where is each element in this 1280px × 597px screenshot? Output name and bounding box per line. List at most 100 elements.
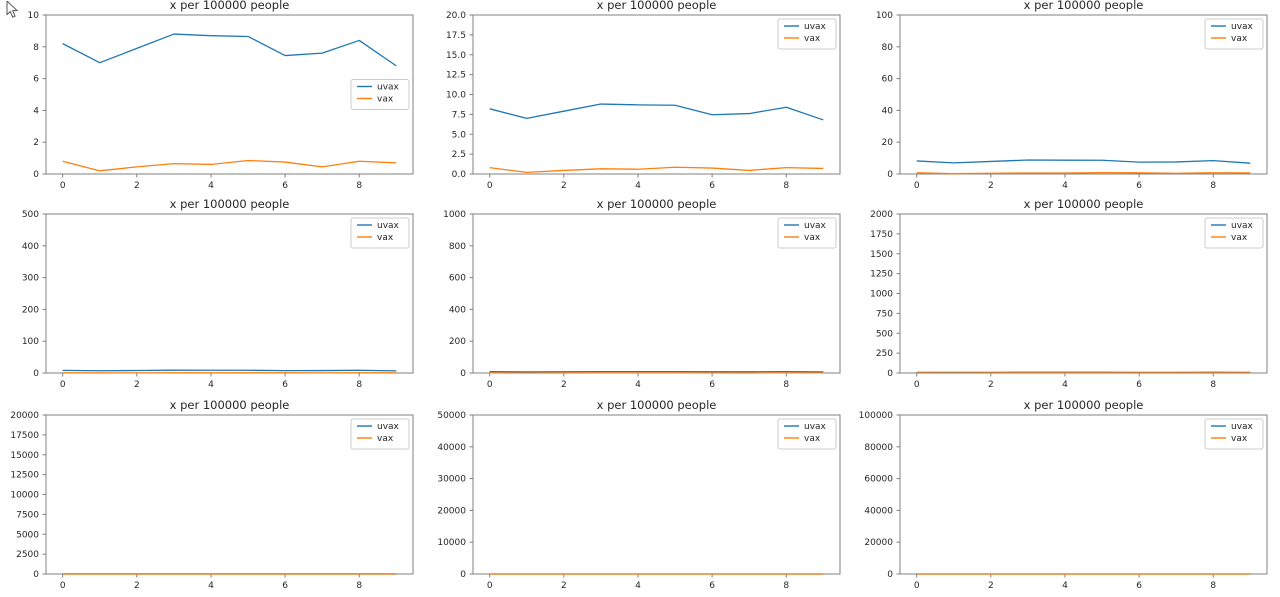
y-tick-label: 10.0	[446, 91, 466, 101]
legend-label-vax: vax	[804, 34, 821, 44]
legend-label-uvax: uvax	[804, 422, 827, 432]
y-tick-label: 20	[882, 138, 894, 148]
legend-label-vax: vax	[377, 434, 394, 444]
y-tick-label: 2	[33, 138, 39, 148]
y-tick-label: 0	[887, 570, 893, 580]
y-tick-label: 40000	[864, 506, 893, 516]
x-tick-label: 2	[134, 581, 140, 591]
y-tick-label: 60	[882, 75, 894, 85]
series-line-uvax	[62, 33, 397, 67]
y-tick-label: 750	[876, 309, 893, 319]
axes-frame	[45, 14, 414, 175]
legend-label-vax: vax	[377, 233, 394, 243]
y-tick-label: 20000	[10, 411, 39, 421]
legend-label-vax: vax	[377, 95, 394, 105]
y-tick-label: 7500	[16, 510, 39, 520]
y-tick-label: 20000	[864, 538, 893, 548]
x-tick-label: 6	[1136, 181, 1142, 191]
y-tick-label: 1000	[870, 290, 893, 300]
x-tick-label: 2	[988, 581, 994, 591]
axes-frame	[899, 14, 1268, 175]
y-tick-label: 60000	[864, 475, 893, 485]
x-tick-label: 8	[356, 581, 362, 591]
x-tick-label: 6	[282, 380, 288, 390]
legend-label-uvax: uvax	[804, 221, 827, 231]
y-tick-label: 6	[33, 75, 39, 85]
legend-label-uvax: uvax	[1231, 422, 1254, 432]
y-tick-label: 0	[887, 369, 893, 379]
y-tick-label: 30000	[437, 475, 466, 485]
y-tick-label: 0	[460, 570, 466, 580]
legend-label-uvax: uvax	[377, 83, 400, 93]
y-tick-label: 300	[22, 274, 39, 284]
y-tick-label: 400	[449, 305, 466, 315]
x-tick-label: 0	[60, 581, 66, 591]
legend-label-uvax: uvax	[377, 221, 400, 231]
x-tick-label: 6	[709, 181, 715, 191]
y-tick-label: 17.5	[446, 31, 466, 41]
subplot-title: x per 100000 people	[597, 398, 717, 412]
subplot: x per 100000 people 0 10000 20000 30000 40000…	[437, 398, 841, 591]
y-tick-label: 80000	[864, 443, 893, 453]
y-tick-label: 5.0	[452, 130, 467, 140]
x-tick-label: 2	[988, 380, 994, 390]
y-tick-label: 0	[33, 570, 39, 580]
y-tick-label: 1000	[443, 210, 466, 220]
subplot: x per 100000 people 0 2500 5000 7500 10000 125…	[10, 398, 414, 591]
x-tick-label: 6	[709, 380, 715, 390]
y-tick-label: 2500	[16, 550, 39, 560]
x-tick-label: 0	[914, 181, 920, 191]
subplot-title: x per 100000 people	[170, 0, 290, 12]
y-tick-label: 10000	[10, 491, 39, 501]
y-tick-label: 20.0	[446, 11, 466, 21]
subplot: x per 100000 people 0 200 400 600 800 1000 0 2 4 6…	[443, 197, 841, 390]
x-tick-label: 4	[1062, 181, 1068, 191]
legend-label-uvax: uvax	[1231, 22, 1254, 32]
y-tick-label: 12500	[10, 471, 39, 481]
subplot-title: x per 100000 people	[597, 0, 717, 12]
subplot-title: x per 100000 people	[597, 197, 717, 211]
x-tick-label: 0	[487, 581, 493, 591]
x-tick-label: 8	[783, 181, 789, 191]
x-tick-label: 0	[60, 181, 66, 191]
subplot-title: x per 100000 people	[1024, 398, 1144, 412]
y-tick-label: 2000	[870, 210, 893, 220]
y-tick-label: 0.0	[452, 170, 467, 180]
y-tick-label: 5000	[16, 530, 39, 540]
series-line-uvax	[62, 369, 397, 372]
y-tick-label: 200	[22, 305, 39, 315]
series-line-uvax	[489, 103, 824, 121]
y-tick-label: 600	[449, 274, 466, 284]
legend-label-uvax: uvax	[377, 422, 400, 432]
y-tick-label: 1500	[870, 250, 893, 260]
x-tick-label: 6	[282, 581, 288, 591]
subplot: x per 100000 people 0 100 200 300 400 500 0 2 4 6 8…	[22, 197, 414, 390]
legend-label-vax: vax	[804, 434, 821, 444]
subplot-title: x per 100000 people	[1024, 0, 1144, 12]
legend-label-vax: vax	[1231, 34, 1248, 44]
x-tick-label: 4	[635, 380, 641, 390]
y-tick-label: 4	[33, 106, 39, 116]
x-tick-label: 4	[635, 581, 641, 591]
subplot: x per 100000 people 0 20000 40000 60000 80000…	[859, 398, 1268, 591]
x-tick-label: 0	[914, 581, 920, 591]
y-tick-label: 200	[449, 337, 466, 347]
y-tick-label: 8	[33, 43, 39, 53]
x-tick-label: 4	[1062, 581, 1068, 591]
y-tick-label: 1750	[870, 230, 893, 240]
y-tick-label: 10	[28, 11, 40, 21]
x-tick-label: 2	[561, 380, 567, 390]
x-tick-label: 6	[1136, 380, 1142, 390]
y-tick-label: 80	[882, 43, 894, 53]
x-tick-label: 8	[1210, 181, 1216, 191]
y-tick-label: 15.0	[446, 51, 466, 61]
subplot: x per 100000 people 0 2 4 6 8 10 0 2 4 6 8 uvax vax	[28, 0, 414, 191]
y-tick-label: 7.5	[452, 110, 466, 120]
y-tick-label: 40000	[437, 443, 466, 453]
x-tick-label: 6	[282, 181, 288, 191]
series-line-uvax	[916, 159, 1251, 164]
x-tick-label: 4	[208, 380, 214, 390]
series-line-vax	[62, 159, 397, 172]
